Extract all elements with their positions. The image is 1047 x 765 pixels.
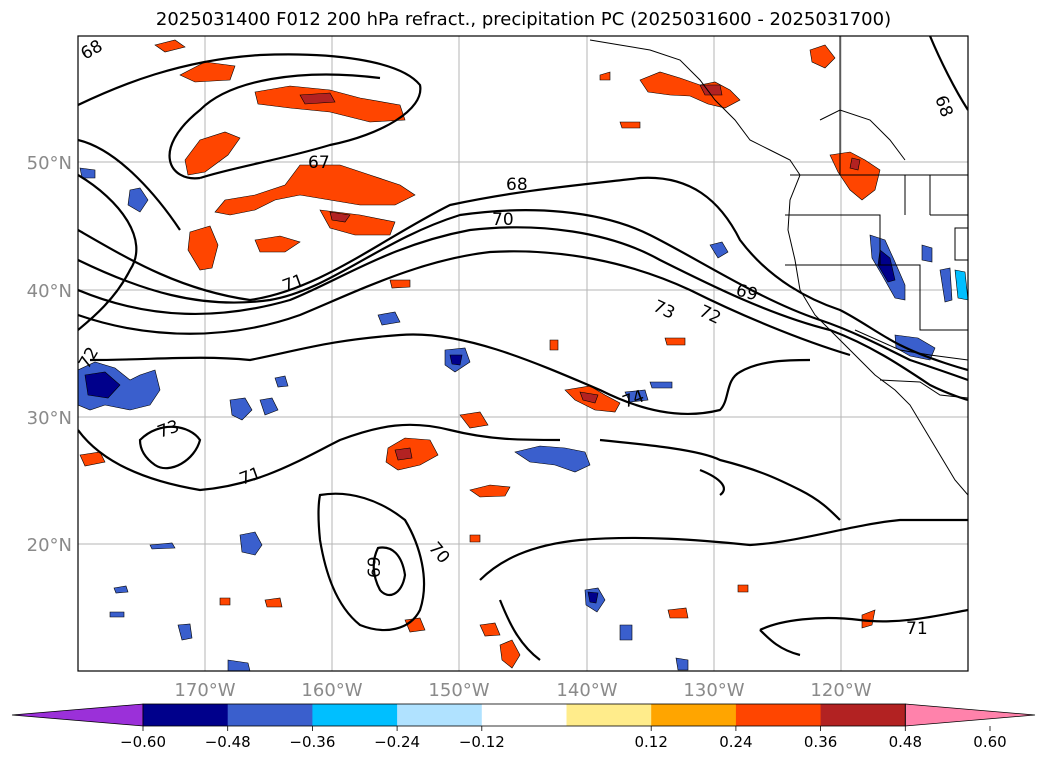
lon-label-120w: 120°W xyxy=(810,680,871,701)
colorbar-extend-low xyxy=(11,703,144,727)
colorbar-segment xyxy=(735,704,822,726)
colorbar-tick-label: 0.24 xyxy=(719,733,752,751)
contour-label: 67 xyxy=(308,153,330,173)
lon-label-130w: 130°W xyxy=(683,680,744,701)
lon-labels: 170°W 160°W 150°W 140°W 130°W 120°W xyxy=(174,680,871,701)
colorbar-segment xyxy=(481,704,567,726)
lat-label-50: 50°N xyxy=(27,153,72,174)
colorbar-segment xyxy=(566,704,652,726)
colorbar-segment xyxy=(312,704,398,726)
precip-negative xyxy=(78,167,968,671)
colorbar-outline xyxy=(142,703,906,727)
lon-label-140w: 140°W xyxy=(556,680,617,701)
lon-label-160w: 160°W xyxy=(301,680,362,701)
lat-label-30: 30°N xyxy=(27,408,72,429)
contour-label: 69 xyxy=(365,556,385,578)
gridlines xyxy=(78,36,968,671)
precip-positive xyxy=(79,39,881,669)
lat-label-20: 20°N xyxy=(27,535,72,556)
lon-label-150w: 150°W xyxy=(428,680,489,701)
colorbar-tick-label: 0.60 xyxy=(973,733,1006,751)
colorbar-extend-high xyxy=(904,703,1036,727)
contour-label: 68 xyxy=(506,175,528,195)
contours xyxy=(78,36,968,661)
contour-label: 70 xyxy=(492,210,514,230)
contour-label: 71 xyxy=(906,619,928,639)
map-area xyxy=(78,36,968,671)
colorbar-tick-label: 0.48 xyxy=(889,733,922,751)
colorbar-tick-label: −0.24 xyxy=(374,733,420,751)
colorbar-segment xyxy=(143,704,229,726)
colorbar-tick-label: 0.12 xyxy=(634,733,667,751)
map-frame xyxy=(77,35,969,672)
lat-label-40: 40°N xyxy=(27,281,72,302)
colorbar-tick-label: −0.36 xyxy=(289,733,335,751)
colorbar-tick-label: 0.36 xyxy=(804,733,837,751)
colorbar-segment xyxy=(820,704,906,726)
colorbar-tick-label: −0.12 xyxy=(459,733,505,751)
colorbar-tick-label: −0.60 xyxy=(120,733,166,751)
colorbar-segment xyxy=(651,704,737,726)
figure-title: 2025031400 F012 200 hPa refract., precip… xyxy=(155,9,892,30)
colorbar-segment xyxy=(397,704,483,726)
lat-labels: 50°N 40°N 30°N 20°N xyxy=(27,153,72,556)
colorbar: −0.60 −0.48 −0.36 −0.24 −0.12 0.12 0.24 0.36 0.4… xyxy=(11,703,1036,751)
colorbar-tick-label: −0.48 xyxy=(205,733,251,751)
colorbar-segment xyxy=(227,704,313,726)
lon-label-170w: 170°W xyxy=(174,680,235,701)
